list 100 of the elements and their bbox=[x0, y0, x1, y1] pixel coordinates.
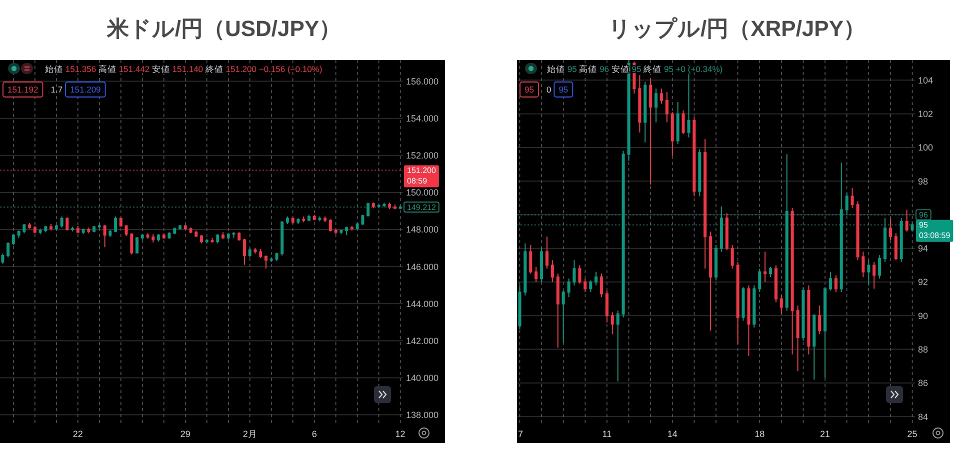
candlestick bbox=[243, 238, 246, 266]
candlestick bbox=[867, 260, 870, 286]
candlestick bbox=[714, 244, 718, 281]
candlestick bbox=[725, 212, 728, 251]
y-tick-label: 100 bbox=[918, 142, 934, 153]
candlestick bbox=[17, 230, 20, 238]
candlestick bbox=[894, 232, 898, 261]
candlestick bbox=[824, 286, 827, 378]
candlestick bbox=[862, 251, 865, 278]
candlestick bbox=[584, 278, 587, 293]
y-tick-label: 152.000 bbox=[406, 150, 439, 161]
candlestick bbox=[66, 216, 69, 231]
candlestick bbox=[60, 216, 64, 228]
y-tick-label: 102 bbox=[918, 109, 934, 120]
candlestick bbox=[802, 286, 805, 342]
y-tick-label: 104 bbox=[918, 75, 934, 86]
candlestick bbox=[38, 228, 42, 235]
candlestick bbox=[529, 244, 532, 274]
candlestick bbox=[33, 225, 36, 234]
candlestick bbox=[302, 216, 306, 223]
annotation: 151.209 bbox=[70, 84, 102, 94]
candlestick bbox=[226, 232, 230, 240]
candlestick bbox=[270, 256, 273, 262]
x-tick-label: 21 bbox=[820, 429, 830, 439]
candlestick bbox=[372, 202, 375, 209]
candlestick bbox=[540, 248, 544, 283]
x-tick-label: 14 bbox=[667, 429, 678, 439]
candlestick bbox=[189, 227, 192, 234]
annotation: 1.7 bbox=[50, 84, 63, 94]
candlestick bbox=[98, 223, 101, 230]
candlestick bbox=[796, 305, 800, 372]
candlestick bbox=[736, 261, 740, 345]
candlestick bbox=[649, 78, 652, 185]
candlestick bbox=[393, 204, 396, 210]
y-tick-label: 142.000 bbox=[406, 336, 439, 346]
candlestick bbox=[71, 226, 74, 232]
candlestick bbox=[28, 222, 32, 230]
text: 始値 151.356 高値 151.442 安値 151.140 終値 151.200 −0.156 (−0.10%) bbox=[45, 64, 322, 74]
candlestick bbox=[856, 200, 860, 261]
candlestick bbox=[878, 254, 882, 280]
x-tick-label: 2月 bbox=[242, 429, 257, 439]
y-tick-label: 150.000 bbox=[406, 188, 439, 198]
x-tick-label: 25 bbox=[907, 429, 918, 439]
candlestick bbox=[76, 225, 80, 234]
candlestick bbox=[589, 280, 592, 293]
y-tick-label: 88 bbox=[918, 344, 928, 355]
text: 95 bbox=[558, 84, 568, 94]
candlestick bbox=[1, 253, 4, 264]
candlestick bbox=[232, 232, 236, 238]
candlestick bbox=[550, 260, 554, 283]
candlestick bbox=[22, 223, 26, 234]
candlestick bbox=[334, 228, 338, 235]
candlestick bbox=[790, 208, 794, 355]
candlestick bbox=[654, 88, 658, 123]
candlestick bbox=[567, 278, 570, 298]
candlestick bbox=[254, 248, 257, 254]
candlestick bbox=[264, 254, 268, 269]
y-tick-label: 86 bbox=[918, 378, 928, 388]
y-tick-label: 90 bbox=[918, 310, 928, 321]
candlestick bbox=[210, 237, 214, 243]
y-tick-label: 146.000 bbox=[406, 262, 439, 272]
candlestick bbox=[616, 310, 620, 382]
candlestick bbox=[82, 228, 85, 235]
candlestick bbox=[152, 234, 155, 243]
candlestick bbox=[361, 214, 364, 226]
candlestick bbox=[600, 273, 604, 298]
candlestick bbox=[682, 110, 685, 135]
y-tick-label: 92 bbox=[918, 277, 928, 288]
annotation: 95 bbox=[565, 64, 578, 74]
candlestick bbox=[324, 216, 327, 223]
candlestick bbox=[556, 273, 560, 348]
candlestick bbox=[627, 60, 630, 162]
x-tick-label: 7 bbox=[518, 429, 524, 439]
candlestick bbox=[194, 230, 198, 238]
chart-title: 米ドル/円（USD/JPY） bbox=[106, 16, 342, 41]
candlestick bbox=[872, 261, 876, 290]
chart-title: リップル/円（XRP/JPY） bbox=[608, 16, 866, 41]
y-tick-label: 144.000 bbox=[406, 298, 439, 309]
candlestick bbox=[644, 81, 647, 143]
candlestick bbox=[610, 312, 614, 335]
y-tick-label: 156.000 bbox=[406, 76, 439, 87]
annotation: 0 bbox=[546, 84, 552, 94]
candlestick bbox=[704, 138, 707, 270]
candlestick bbox=[752, 284, 756, 328]
candlestick bbox=[534, 266, 538, 283]
candlestick bbox=[562, 290, 565, 344]
candlestick bbox=[54, 224, 58, 231]
candlestick bbox=[350, 225, 354, 231]
candlestick bbox=[692, 116, 696, 197]
candlestick bbox=[200, 234, 203, 244]
candlestick bbox=[807, 284, 810, 355]
y-tick-label: 140.000 bbox=[406, 372, 439, 383]
candlestick bbox=[146, 232, 150, 240]
candlestick bbox=[216, 234, 220, 244]
candlestick bbox=[259, 248, 262, 259]
candlestick bbox=[888, 218, 892, 240]
candlestick bbox=[173, 227, 176, 235]
y-tick-label: 94 bbox=[918, 244, 928, 254]
candlestick bbox=[742, 286, 745, 322]
candlestick bbox=[709, 231, 712, 332]
